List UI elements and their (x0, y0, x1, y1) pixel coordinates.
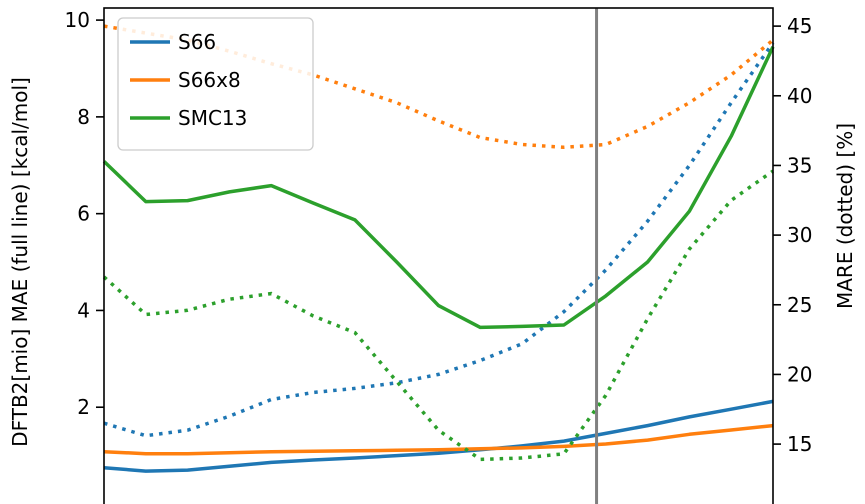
right-tick-label-5: 40 (787, 84, 812, 108)
left-axis-label: DFTB2[mio] MAE (full line) [kcal/mol] (8, 77, 32, 447)
right-tick-label-2: 25 (787, 293, 812, 317)
series-2-mare-dotted-line (102, 169, 775, 462)
series-1-mare-dotted-line (103, 24, 775, 150)
right-axis-label: MARE (dotted) [%] (833, 123, 857, 309)
right-tick-label-1: 20 (787, 362, 812, 386)
legend: S66 S66x8 SMC13 (117, 17, 314, 151)
right-tick-label-6: 45 (787, 14, 812, 38)
left-tick-label-3: 8 (77, 105, 90, 129)
left-tick-label-4: 10 (65, 8, 90, 32)
left-y-axis: 2 4 6 8 10 (65, 8, 104, 419)
right-tick-label-4: 35 (787, 153, 812, 177)
series-2-mae-full-line (102, 45, 775, 330)
left-tick-label-1: 4 (77, 298, 90, 322)
left-tick-label-2: 6 (77, 202, 90, 226)
legend-label-1: S66x8 (178, 68, 241, 92)
right-tick-label-0: 15 (787, 432, 812, 456)
legend-label-2: SMC13 (178, 106, 247, 130)
plot-frame (103, 7, 774, 504)
right-y-axis: 15 20 25 30 35 40 45 (773, 14, 812, 456)
series-0-mare-dotted-line (103, 41, 775, 438)
series-1-mae-full-line (103, 423, 774, 456)
left-tick-label-0: 2 (77, 395, 90, 419)
plot-lines (102, 24, 775, 473)
series-0-mae-full-line (103, 399, 774, 473)
right-tick-label-3: 30 (787, 223, 812, 247)
legend-label-0: S66 (178, 30, 216, 54)
